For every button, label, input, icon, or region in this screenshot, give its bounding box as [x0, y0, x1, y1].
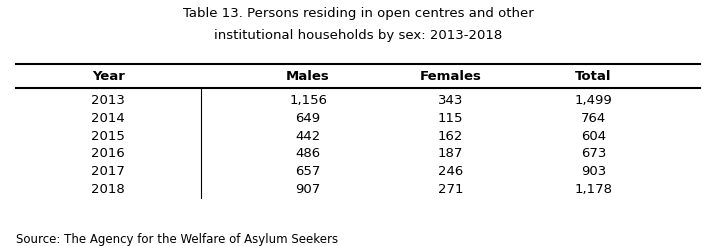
Text: Males: Males	[286, 70, 330, 83]
Text: Total: Total	[575, 70, 611, 83]
Text: 903: 903	[581, 165, 606, 178]
Text: 764: 764	[581, 112, 606, 125]
Text: 907: 907	[296, 183, 321, 196]
Text: 2018: 2018	[92, 183, 125, 196]
Text: 162: 162	[438, 130, 463, 142]
Text: Table 13. Persons residing in open centres and other: Table 13. Persons residing in open centr…	[183, 7, 533, 20]
Text: 187: 187	[438, 147, 463, 160]
Text: 2014: 2014	[92, 112, 125, 125]
Text: 271: 271	[438, 183, 463, 196]
Text: 1,178: 1,178	[574, 183, 612, 196]
Text: institutional households by sex: 2013-2018: institutional households by sex: 2013-20…	[214, 29, 502, 42]
Text: 246: 246	[438, 165, 463, 178]
Text: Year: Year	[92, 70, 125, 83]
Text: 657: 657	[296, 165, 321, 178]
Text: Source: The Agency for the Welfare of Asylum Seekers: Source: The Agency for the Welfare of As…	[16, 233, 338, 246]
Text: 2017: 2017	[92, 165, 125, 178]
Text: 486: 486	[296, 147, 321, 160]
Text: 604: 604	[581, 130, 606, 142]
Text: Females: Females	[420, 70, 482, 83]
Text: 343: 343	[438, 94, 463, 107]
Text: 2013: 2013	[92, 94, 125, 107]
Text: 115: 115	[438, 112, 463, 125]
Text: 2015: 2015	[92, 130, 125, 142]
Text: 649: 649	[296, 112, 321, 125]
Text: 2016: 2016	[92, 147, 125, 160]
Text: 442: 442	[296, 130, 321, 142]
Text: 1,156: 1,156	[289, 94, 327, 107]
Text: 673: 673	[581, 147, 606, 160]
Text: 1,499: 1,499	[574, 94, 612, 107]
